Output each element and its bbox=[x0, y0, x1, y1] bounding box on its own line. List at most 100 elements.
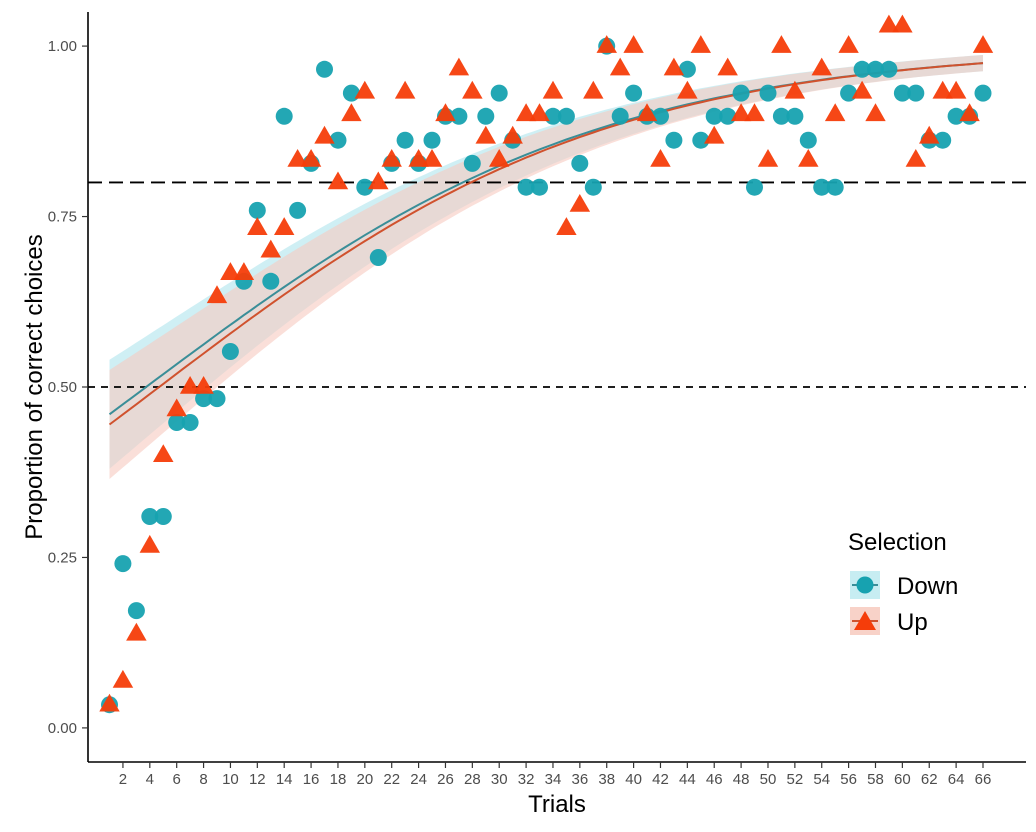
point-up-52 bbox=[784, 80, 806, 99]
point-down-7 bbox=[181, 414, 199, 431]
point-down-36 bbox=[571, 154, 589, 172]
point-up-17 bbox=[314, 125, 335, 144]
point-down-13 bbox=[262, 272, 280, 290]
point-up-50 bbox=[757, 149, 779, 167]
point-down-46 bbox=[705, 107, 723, 125]
point-down-61 bbox=[907, 84, 925, 102]
point-up-4 bbox=[139, 534, 160, 553]
point-down-55 bbox=[826, 178, 844, 196]
point-down-5 bbox=[154, 508, 172, 525]
point-down-4 bbox=[141, 508, 159, 525]
point-up-48 bbox=[730, 103, 752, 122]
point-up-35 bbox=[556, 217, 577, 235]
point-down-25 bbox=[423, 131, 441, 149]
point-down-14 bbox=[275, 107, 293, 125]
x-tick-label: 18 bbox=[330, 771, 347, 788]
point-down-40 bbox=[625, 84, 643, 102]
point-up-38 bbox=[596, 35, 617, 53]
x-tick-label: 62 bbox=[921, 771, 938, 788]
point-up-9 bbox=[206, 285, 228, 304]
point-up-10 bbox=[220, 262, 241, 280]
x-tick-label: 50 bbox=[760, 771, 777, 788]
point-up-49 bbox=[744, 103, 765, 122]
point-up-56 bbox=[838, 35, 859, 53]
point-up-7 bbox=[179, 376, 201, 394]
point-down-45 bbox=[692, 131, 710, 149]
x-tick-label: 48 bbox=[733, 771, 750, 788]
x-tick-label: 2 bbox=[119, 771, 127, 788]
point-up-64 bbox=[945, 80, 967, 99]
point-down-52 bbox=[786, 107, 804, 125]
point-up-12 bbox=[247, 217, 268, 235]
point-up-27 bbox=[448, 57, 470, 76]
point-up-11 bbox=[233, 262, 255, 280]
point-down-33 bbox=[531, 178, 548, 196]
point-down-27 bbox=[450, 107, 468, 125]
point-up-42 bbox=[650, 149, 671, 167]
point-down-63 bbox=[934, 131, 952, 149]
x-tick-label: 26 bbox=[437, 771, 454, 788]
y-tick-label: 0.75 bbox=[48, 209, 77, 226]
x-tick-label: 30 bbox=[491, 771, 508, 788]
point-up-39 bbox=[609, 57, 631, 76]
x-tick-label: 20 bbox=[356, 771, 373, 788]
point-up-63 bbox=[932, 80, 953, 99]
point-down-58 bbox=[867, 60, 884, 78]
point-down-39 bbox=[611, 107, 629, 125]
point-up-62 bbox=[919, 125, 940, 144]
point-down-10 bbox=[221, 343, 239, 360]
point-down-19 bbox=[342, 84, 360, 102]
point-down-30 bbox=[490, 84, 508, 102]
point-up-29 bbox=[475, 125, 496, 144]
x-tick-label: 32 bbox=[518, 771, 535, 788]
confidence-band-up bbox=[109, 55, 983, 479]
point-up-47 bbox=[717, 57, 738, 76]
point-down-53 bbox=[799, 131, 817, 149]
point-down-23 bbox=[396, 131, 414, 149]
x-tick-label: 14 bbox=[276, 771, 293, 788]
legend-label-down: Down bbox=[897, 573, 958, 600]
data-points bbox=[99, 14, 994, 714]
point-down-66 bbox=[974, 84, 992, 102]
point-down-8 bbox=[195, 390, 213, 408]
point-up-61 bbox=[905, 149, 926, 167]
point-up-54 bbox=[811, 57, 832, 76]
point-up-31 bbox=[502, 125, 523, 144]
point-down-37 bbox=[584, 178, 602, 196]
x-tick-label: 52 bbox=[787, 771, 804, 788]
x-tick-label: 28 bbox=[464, 771, 481, 788]
point-up-8 bbox=[193, 376, 214, 394]
x-tick-label: 42 bbox=[652, 771, 669, 788]
point-up-65 bbox=[959, 103, 980, 122]
point-down-60 bbox=[893, 84, 911, 102]
point-down-51 bbox=[772, 107, 790, 125]
point-down-43 bbox=[665, 131, 683, 149]
x-tick-label: 10 bbox=[222, 771, 239, 788]
point-down-59 bbox=[880, 60, 898, 78]
x-tick-label: 8 bbox=[199, 771, 207, 788]
legend-label-up: Up bbox=[897, 609, 928, 636]
y-tick-label: 0.00 bbox=[48, 720, 77, 737]
point-down-17 bbox=[316, 60, 333, 78]
point-up-34 bbox=[542, 80, 564, 99]
legend: Selection Down Up bbox=[848, 529, 958, 636]
point-down-6 bbox=[168, 414, 186, 431]
legend-key-down-marker bbox=[856, 576, 874, 594]
point-down-3 bbox=[127, 602, 145, 620]
point-down-2 bbox=[114, 555, 132, 573]
point-down-18 bbox=[329, 131, 347, 149]
point-up-5 bbox=[153, 444, 174, 462]
point-up-57 bbox=[851, 80, 873, 99]
reference-lines bbox=[88, 181, 1026, 388]
point-down-42 bbox=[652, 107, 669, 125]
point-up-13 bbox=[260, 239, 281, 258]
y-tick-label: 1.00 bbox=[48, 38, 77, 55]
point-up-23 bbox=[394, 80, 416, 99]
point-up-6 bbox=[166, 398, 187, 417]
point-down-9 bbox=[208, 390, 226, 408]
point-up-26 bbox=[435, 103, 456, 122]
x-tick-label: 38 bbox=[598, 771, 615, 788]
point-up-16 bbox=[300, 149, 322, 167]
point-up-15 bbox=[287, 149, 308, 167]
point-up-33 bbox=[529, 103, 550, 122]
